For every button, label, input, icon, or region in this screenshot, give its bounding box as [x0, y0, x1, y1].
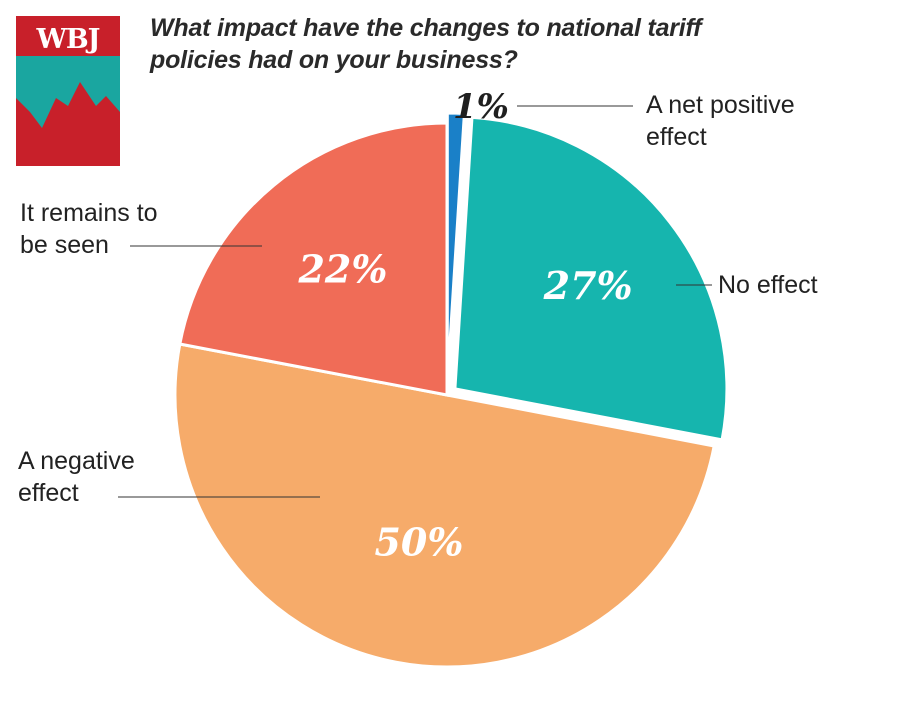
category-label-line: effect	[646, 123, 707, 151]
pie-slice-a-negative-effect	[173, 342, 716, 669]
value-label: 50%	[374, 519, 463, 564]
logo-chart-line-icon	[16, 82, 120, 166]
logo-red-header	[16, 16, 120, 56]
category-label-line: A net positive	[646, 91, 795, 119]
value-label: 27%	[543, 263, 633, 308]
category-label-line: It remains to	[20, 199, 158, 227]
category-label: It remains to be seen	[20, 197, 158, 261]
value-label: 22%	[297, 247, 387, 292]
value-label: 1%	[453, 87, 509, 127]
category-label: No effect	[718, 269, 818, 301]
category-label-line: be seen	[20, 231, 109, 259]
logo-text: WBJ	[36, 24, 100, 55]
category-label: A net positive effect	[646, 89, 795, 153]
category-label: A negative effect	[18, 445, 135, 509]
wbj-logo: WBJ	[16, 16, 120, 166]
logo-graphic: WBJ	[16, 16, 120, 166]
category-label-line: effect	[18, 479, 79, 507]
pie-slice-a-net-positive-effect	[445, 111, 466, 386]
category-label-line: A negative	[18, 447, 135, 475]
category-label-line: No effect	[718, 271, 818, 299]
pie-slice-it-remains-to-be-seen	[178, 121, 449, 397]
pie-slice-no-effect	[453, 115, 729, 442]
chart-title: What impact have the changes to national…	[150, 14, 702, 74]
